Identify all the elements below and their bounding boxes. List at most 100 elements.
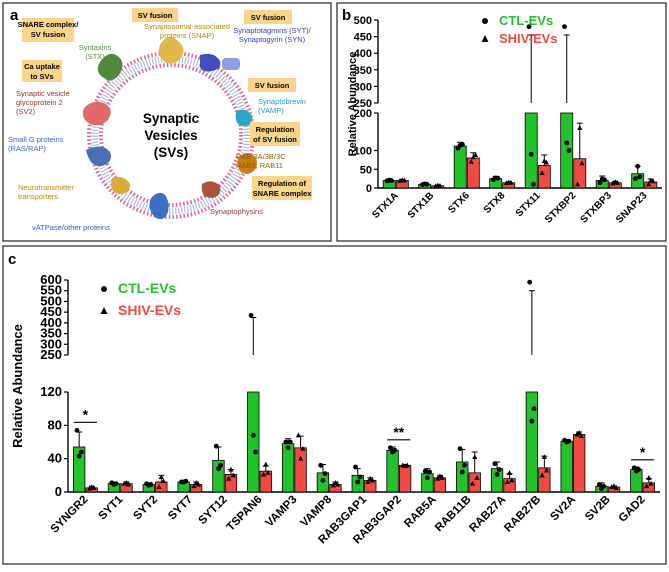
data-point-shiv — [541, 454, 547, 459]
data-point-shiv — [156, 484, 162, 489]
protein-vatpase — [149, 192, 169, 220]
data-point-shiv — [469, 480, 476, 486]
data-point-ctl — [427, 469, 433, 475]
box-sv-fusion-top — [132, 8, 178, 22]
data-point-shiv — [260, 471, 267, 477]
data-point-shiv — [472, 152, 479, 157]
data-point-shiv — [613, 485, 619, 490]
y-tick-label: 400 — [354, 48, 372, 60]
data-point-ctl — [597, 180, 603, 186]
significance-label: * — [640, 444, 646, 460]
y-tick-label: 0 — [55, 484, 62, 499]
data-point-ctl — [425, 475, 430, 481]
legend-marker-shiv — [481, 35, 489, 42]
data-point-ctl — [633, 176, 638, 182]
data-point-shiv — [91, 485, 97, 490]
label-nt-2: transporters — [18, 192, 58, 201]
data-point-shiv — [645, 181, 652, 187]
label-vatpase: vATPase/other proteins — [32, 223, 110, 232]
label-rab-1: RAB 3A/3B/3C — [236, 152, 286, 161]
data-point-shiv — [160, 478, 167, 484]
bar-shiv — [466, 157, 480, 189]
data-point-shiv — [648, 480, 654, 486]
data-point-shiv — [300, 445, 306, 451]
data-point-shiv — [226, 475, 232, 481]
protein-sv2 — [82, 101, 111, 126]
legend-marker-shiv — [100, 307, 108, 314]
y-tick-label: 200 — [354, 108, 372, 120]
data-point-ctl — [250, 432, 256, 438]
protein-small-g — [86, 146, 111, 167]
vesicle-title-2: Vesicles — [144, 128, 197, 143]
legend-label: SHIV-EVs — [118, 302, 181, 318]
panel-c-frame — [2, 245, 667, 565]
data-point-shiv — [404, 462, 410, 468]
data-point-shiv — [365, 479, 371, 484]
data-point-ctl — [562, 24, 567, 30]
bar-shiv — [573, 434, 586, 493]
data-point-shiv — [646, 475, 652, 480]
protein-syntaxin — [97, 53, 123, 81]
data-point-shiv — [468, 158, 474, 164]
bar-shiv — [537, 165, 551, 189]
data-point-shiv — [330, 482, 336, 488]
y-tick-label: 500 — [354, 15, 372, 27]
box-sv-fusion-right2 — [248, 78, 296, 92]
data-point-shiv — [230, 472, 236, 478]
data-point-ctl — [564, 140, 570, 146]
box-ca-uptake — [22, 60, 62, 82]
data-point-shiv — [263, 461, 269, 467]
y-axis-title: Relative Abundance — [347, 52, 359, 157]
data-point-ctl — [318, 462, 324, 468]
box-snare — [22, 18, 74, 42]
y-tick-label: 80 — [48, 417, 62, 432]
data-point-shiv — [543, 467, 550, 473]
data-point-shiv — [543, 159, 550, 165]
data-point-shiv — [574, 181, 581, 187]
data-point-ctl — [357, 474, 363, 480]
data-point-shiv — [437, 182, 443, 188]
data-point-shiv — [539, 170, 545, 175]
bar-ctl-lower — [247, 391, 260, 493]
label-syt-2: Synaptogyrin (SYN) — [239, 35, 306, 44]
box-reg-sv-fusion-text-2: of SV fusion — [253, 135, 297, 144]
data-point-shiv — [506, 470, 513, 475]
data-point-ctl — [424, 181, 430, 187]
data-point-ctl — [635, 163, 641, 169]
box-reg-snare-text-1: Regulation of — [258, 179, 306, 188]
data-point-shiv — [195, 481, 201, 487]
box-reg-snare-text-2: SNARE complex — [253, 189, 313, 198]
data-point-shiv — [644, 483, 650, 489]
label-rab-2: RAB5, RAB11 — [236, 161, 283, 170]
box-reg-sv-fusion-text-1: Regulation — [256, 125, 295, 134]
y-tick-label: 550 — [40, 283, 62, 298]
panel-b-letter: b — [342, 7, 351, 24]
data-point-ctl — [389, 178, 394, 183]
data-point-shiv — [504, 479, 510, 484]
data-point-ctl — [495, 175, 501, 181]
data-point-shiv — [474, 475, 480, 480]
label-syt-1: Synaptotagmins (SYT)/ — [233, 26, 311, 35]
data-point-ctl — [392, 447, 398, 453]
data-point-shiv — [228, 466, 234, 472]
protein-nt — [111, 176, 130, 194]
data-point-ctl — [320, 477, 326, 483]
data-point-ctl — [529, 418, 535, 424]
data-point-ctl — [637, 174, 643, 180]
y-tick-label: 120 — [40, 384, 62, 399]
bar-ctl — [386, 449, 399, 493]
data-point-shiv — [509, 477, 515, 483]
y-tick-label: 50 — [360, 164, 372, 176]
label-vamp-1: Synaptobrevin — [258, 97, 306, 106]
data-point-shiv — [508, 179, 514, 185]
label-sv2-3: (SV2) — [16, 107, 36, 116]
bar-ctl — [281, 443, 295, 493]
legend-label: CTL-EVs — [499, 13, 553, 28]
box-ca-uptake-text-1: Ca uptake — [24, 62, 60, 71]
bar-ctl-lower — [524, 112, 538, 189]
data-point-ctl — [283, 439, 289, 445]
data-point-ctl — [353, 464, 358, 470]
